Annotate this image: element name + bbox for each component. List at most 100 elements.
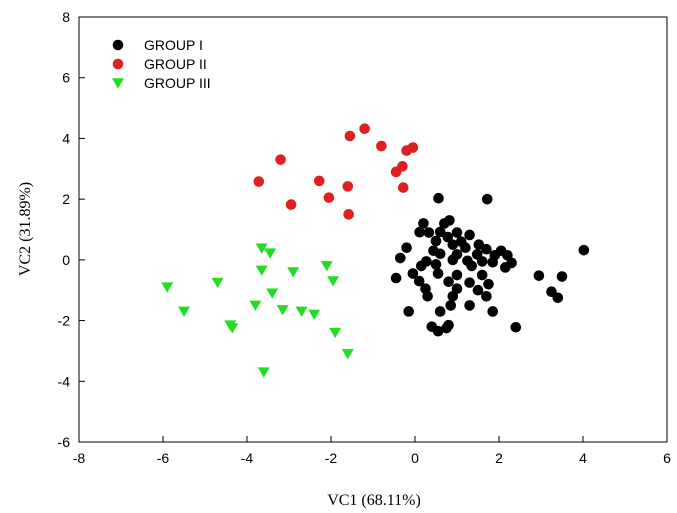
x-tick-label: -4 bbox=[241, 450, 254, 466]
data-point bbox=[413, 275, 425, 287]
data-point bbox=[249, 300, 262, 311]
data-point bbox=[481, 243, 492, 255]
x-tick-label: 2 bbox=[495, 450, 503, 466]
data-point bbox=[430, 235, 442, 247]
x-tick-label: 4 bbox=[579, 450, 587, 466]
data-point bbox=[161, 282, 174, 293]
data-point bbox=[323, 192, 335, 203]
data-point bbox=[418, 218, 429, 229]
data-point bbox=[266, 288, 279, 299]
data-point bbox=[434, 248, 446, 260]
data-point bbox=[556, 271, 568, 282]
x-tick-label: 0 bbox=[411, 450, 419, 466]
x-tick-label: 6 bbox=[663, 450, 671, 466]
data-point bbox=[432, 268, 444, 279]
data-point bbox=[308, 309, 321, 320]
data-point bbox=[578, 244, 590, 256]
y-tick-label: -2 bbox=[58, 313, 71, 329]
data-point bbox=[481, 193, 493, 205]
data-point bbox=[500, 262, 511, 273]
data-point bbox=[329, 327, 342, 339]
data-point bbox=[287, 267, 300, 278]
data-point bbox=[253, 176, 265, 187]
data-point bbox=[178, 306, 190, 317]
data-point bbox=[414, 226, 425, 238]
data-point bbox=[390, 166, 402, 178]
y-tick-label: 8 bbox=[62, 9, 70, 25]
data-point bbox=[423, 227, 435, 238]
data-point bbox=[460, 242, 471, 254]
data-point bbox=[327, 276, 340, 287]
data-point bbox=[390, 272, 402, 284]
y-tick-label: -6 bbox=[58, 434, 71, 450]
data-points bbox=[161, 123, 590, 378]
data-point bbox=[464, 300, 475, 311]
data-point bbox=[264, 248, 277, 259]
data-point bbox=[451, 269, 463, 281]
data-point bbox=[487, 256, 499, 268]
data-point bbox=[447, 290, 459, 302]
data-point bbox=[407, 268, 419, 279]
data-point bbox=[313, 175, 325, 187]
legend-marker bbox=[112, 58, 124, 70]
data-point bbox=[433, 192, 444, 204]
data-point bbox=[295, 306, 308, 317]
data-point bbox=[276, 305, 289, 316]
data-point bbox=[344, 130, 356, 142]
data-point bbox=[466, 260, 478, 272]
data-point bbox=[487, 306, 499, 317]
legend-marker bbox=[112, 39, 124, 51]
legend-marker bbox=[112, 78, 124, 89]
data-point bbox=[464, 277, 475, 288]
data-point bbox=[533, 270, 545, 281]
data-point bbox=[285, 199, 297, 210]
data-point bbox=[255, 265, 268, 276]
data-point bbox=[442, 231, 454, 243]
y-tick-label: 2 bbox=[62, 191, 70, 207]
data-point bbox=[481, 290, 492, 302]
data-point bbox=[359, 123, 370, 135]
data-point bbox=[434, 306, 446, 317]
data-point bbox=[275, 154, 286, 165]
series-2 bbox=[253, 123, 419, 220]
data-point bbox=[211, 277, 224, 289]
data-point bbox=[320, 261, 333, 272]
y-tick-label: 0 bbox=[62, 252, 70, 268]
data-point bbox=[443, 319, 454, 331]
data-point bbox=[343, 209, 354, 220]
series-1 bbox=[390, 192, 590, 337]
data-point bbox=[434, 226, 446, 238]
x-tick-label: -6 bbox=[157, 450, 170, 466]
legend-label: GROUP I bbox=[144, 37, 203, 53]
data-point bbox=[422, 290, 433, 302]
series-3 bbox=[161, 243, 354, 378]
data-point bbox=[432, 325, 444, 337]
data-point bbox=[476, 256, 488, 267]
x-tick-label: -2 bbox=[325, 450, 338, 466]
data-point bbox=[416, 260, 427, 272]
data-point bbox=[476, 269, 488, 281]
data-point bbox=[430, 259, 442, 270]
data-point bbox=[447, 254, 459, 266]
data-point bbox=[255, 243, 268, 254]
data-point bbox=[257, 367, 270, 378]
data-point bbox=[451, 227, 463, 238]
data-point bbox=[397, 182, 409, 193]
x-axis-title: VC1 (68.11%) bbox=[327, 492, 421, 509]
data-point bbox=[341, 349, 354, 360]
legend: GROUP I GROUP II GROUP III bbox=[112, 37, 211, 91]
data-point bbox=[472, 284, 484, 296]
data-point bbox=[483, 278, 494, 290]
y-tick-label: -4 bbox=[58, 373, 71, 389]
data-point bbox=[342, 181, 354, 192]
y-tick-label: 6 bbox=[62, 70, 70, 86]
y-tick-label: 4 bbox=[62, 130, 70, 146]
data-point bbox=[510, 321, 522, 333]
y-axis-title: VC2 (31.89%) bbox=[17, 182, 34, 276]
data-point bbox=[376, 140, 387, 152]
data-point bbox=[445, 300, 457, 311]
data-point bbox=[447, 239, 459, 250]
plot-frame bbox=[78, 16, 668, 443]
